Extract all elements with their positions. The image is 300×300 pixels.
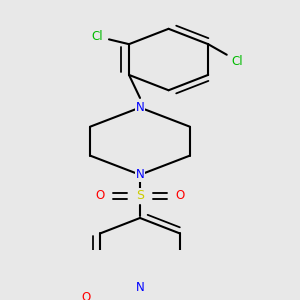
- Text: Cl: Cl: [231, 55, 242, 68]
- Text: O: O: [95, 189, 105, 203]
- Text: O: O: [81, 290, 90, 300]
- Text: N: N: [136, 284, 144, 298]
- Text: N: N: [136, 281, 144, 294]
- Text: N: N: [136, 101, 144, 114]
- Text: N: N: [136, 101, 144, 114]
- Text: N: N: [136, 168, 144, 181]
- Text: Cl: Cl: [92, 30, 103, 43]
- Text: S: S: [136, 189, 144, 203]
- Text: O: O: [176, 189, 184, 203]
